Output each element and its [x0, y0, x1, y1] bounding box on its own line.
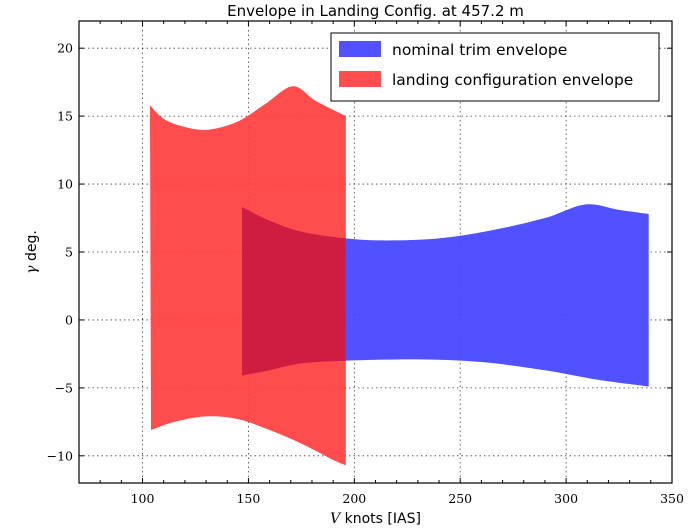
x-tick-label: 100 [131, 491, 155, 506]
legend-box [330, 32, 660, 102]
y-tick-label: 5 [65, 245, 73, 260]
x-tick-label: 150 [236, 491, 260, 506]
y-tick-label: −5 [55, 380, 73, 395]
y-tick-label: 20 [57, 41, 73, 56]
y-axis-unit: deg. [24, 230, 40, 265]
x-axis-symbol: V [330, 511, 342, 527]
x-tick-label: 250 [448, 491, 472, 506]
y-axis-symbol: γ [24, 265, 40, 274]
series-layer [149, 86, 649, 466]
chart-title: Envelope in Landing Config. at 457.2 m [227, 2, 524, 20]
x-axis-unit: knots [IAS] [340, 511, 421, 527]
x-tick-label: 200 [342, 491, 366, 506]
x-tick-label: 350 [660, 491, 684, 506]
x-tick-label: 300 [554, 491, 578, 506]
y-tick-label: −10 [47, 448, 73, 463]
y-axis-label: γ deg. [24, 230, 40, 274]
legend-swatch-nominal [339, 41, 381, 57]
legend: nominal trim envelope landing configurat… [330, 32, 660, 102]
legend-label-landing: landing configuration envelope [392, 71, 633, 89]
legend-swatch-landing [339, 71, 381, 87]
x-axis-label: V knots [IAS] [330, 511, 421, 527]
legend-label-nominal: nominal trim envelope [392, 41, 567, 59]
y-tick-label: 10 [57, 177, 73, 192]
y-tick-label: 0 [65, 312, 73, 327]
axis-ticks: 100 150 200 250 300 350 −10 −5 0 5 10 15 20 [47, 21, 684, 506]
y-tick-label: 15 [57, 109, 73, 124]
